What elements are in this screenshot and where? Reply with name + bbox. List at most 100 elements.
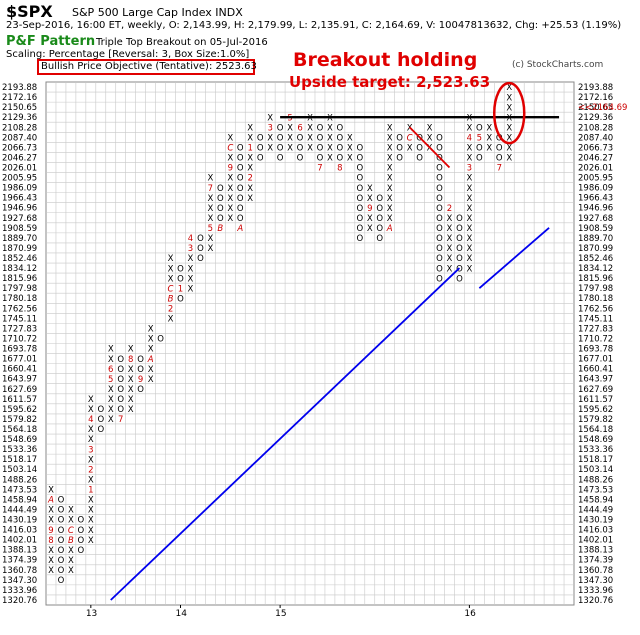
price-tick-left: 1727.83 [2,324,37,334]
o-box: O [58,556,65,566]
month-marker: 2 [248,174,253,184]
x-box: X [407,144,413,154]
x-box: X [367,214,373,224]
o-box: O [277,144,284,154]
o-box: O [237,184,244,194]
price-tick-right: 1797.98 [578,284,613,294]
price-tick-left: 1889.70 [2,234,37,244]
x-box: X [287,123,293,133]
x-box: X [466,184,472,194]
o-box: O [376,204,383,214]
price-tick-left: 1852.46 [2,254,37,264]
chart-name: S&P 500 Large Cap Index INDX [72,6,243,19]
price-tick-right: 1347.30 [578,576,613,586]
price-tick-right: 1611.57 [578,395,613,405]
x-box: X [387,184,393,194]
x-box: X [148,325,154,335]
x-box: X [227,214,233,224]
price-tick-right: 1533.36 [578,445,613,455]
o-box: O [356,164,363,174]
o-box: O [436,204,443,214]
x-box: X [227,194,233,204]
price-tick-left: 1416.03 [2,526,37,536]
price-tick-right: 1780.18 [578,294,613,304]
x-box: X [387,123,393,133]
x-box: X [267,113,273,123]
o-box: O [58,506,65,516]
x-box: X [68,506,74,516]
month-marker: 9 [367,204,372,214]
x-box: X [506,154,512,164]
price-tick-right: 1627.69 [578,385,613,395]
x-box: X [88,536,94,546]
o-box: O [277,123,284,133]
x-box: X [506,144,512,154]
price-tick-left: 1444.49 [2,505,37,515]
x-box: X [327,134,333,144]
o-box: O [456,264,463,274]
x-box: X [506,103,512,113]
price-tick-right: 1660.41 [578,365,613,375]
x-box: X [307,113,313,123]
price-tick-left: 2108.28 [2,123,37,133]
o-box: O [356,184,363,194]
month-marker: 9 [228,164,233,174]
x-box: X [88,405,94,415]
downtrend-line [408,126,451,169]
price-tick-right: 1518.17 [578,455,613,465]
x-box: X [68,556,74,566]
x-box: X [128,395,134,405]
year-label: 15 [275,609,286,619]
scaling-info: Scaling: Percentage [Reversal: 3, Box Si… [6,49,250,60]
o-box: O [137,385,144,395]
x-box: X [88,516,94,526]
price-tick-right: 1360.78 [578,566,613,576]
x-box: X [387,154,393,164]
bullish-support-line-2 [478,227,550,289]
price-tick-left: 1946.96 [2,204,37,214]
month-marker: 7 [208,184,213,194]
price-tick-right: 1762.56 [578,304,613,314]
o-box: O [177,274,184,284]
month-marker: A [147,355,154,365]
price-tick-right: 1595.62 [578,405,613,415]
price-tick-left: 1927.68 [2,214,37,224]
o-box: O [97,415,104,425]
x-box: X [307,134,313,144]
price-tick-right: 1503.14 [578,465,613,475]
x-box: X [367,194,373,204]
price-tick-left: 2046.27 [2,153,37,163]
price-tick-right: 1908.59 [578,224,613,234]
o-box: O [496,134,503,144]
price-tick-right: 1564.18 [578,425,613,435]
price-tick-left: 1595.62 [2,405,37,415]
o-box: O [396,154,403,164]
o-box: O [356,194,363,204]
price-tick-right: 1834.12 [578,264,613,274]
x-box: X [128,405,134,415]
x-box: X [247,184,253,194]
x-box: X [347,154,353,164]
o-box: O [237,174,244,184]
x-box: X [188,264,194,274]
o-box: O [496,154,503,164]
o-box: O [117,355,124,365]
x-box: X [466,214,472,224]
x-box: X [466,113,472,123]
x-box: X [227,174,233,184]
price-tick-right: 1320.76 [578,596,613,606]
x-box: X [168,254,174,264]
x-box: X [247,154,253,164]
price-tick-right: 1643.97 [578,375,613,385]
x-box: X [447,224,453,234]
x-box: X [88,395,94,405]
price-tick-right: 1416.03 [578,526,613,536]
price-tick-left: 1579.82 [2,415,37,425]
x-box: X [466,234,472,244]
month-marker: 5 [477,134,482,144]
price-tick-left: 1333.96 [2,586,37,596]
x-box: X [148,375,154,385]
month-marker: 5 [287,113,292,123]
x-box: X [486,144,492,154]
x-box: X [267,134,273,144]
